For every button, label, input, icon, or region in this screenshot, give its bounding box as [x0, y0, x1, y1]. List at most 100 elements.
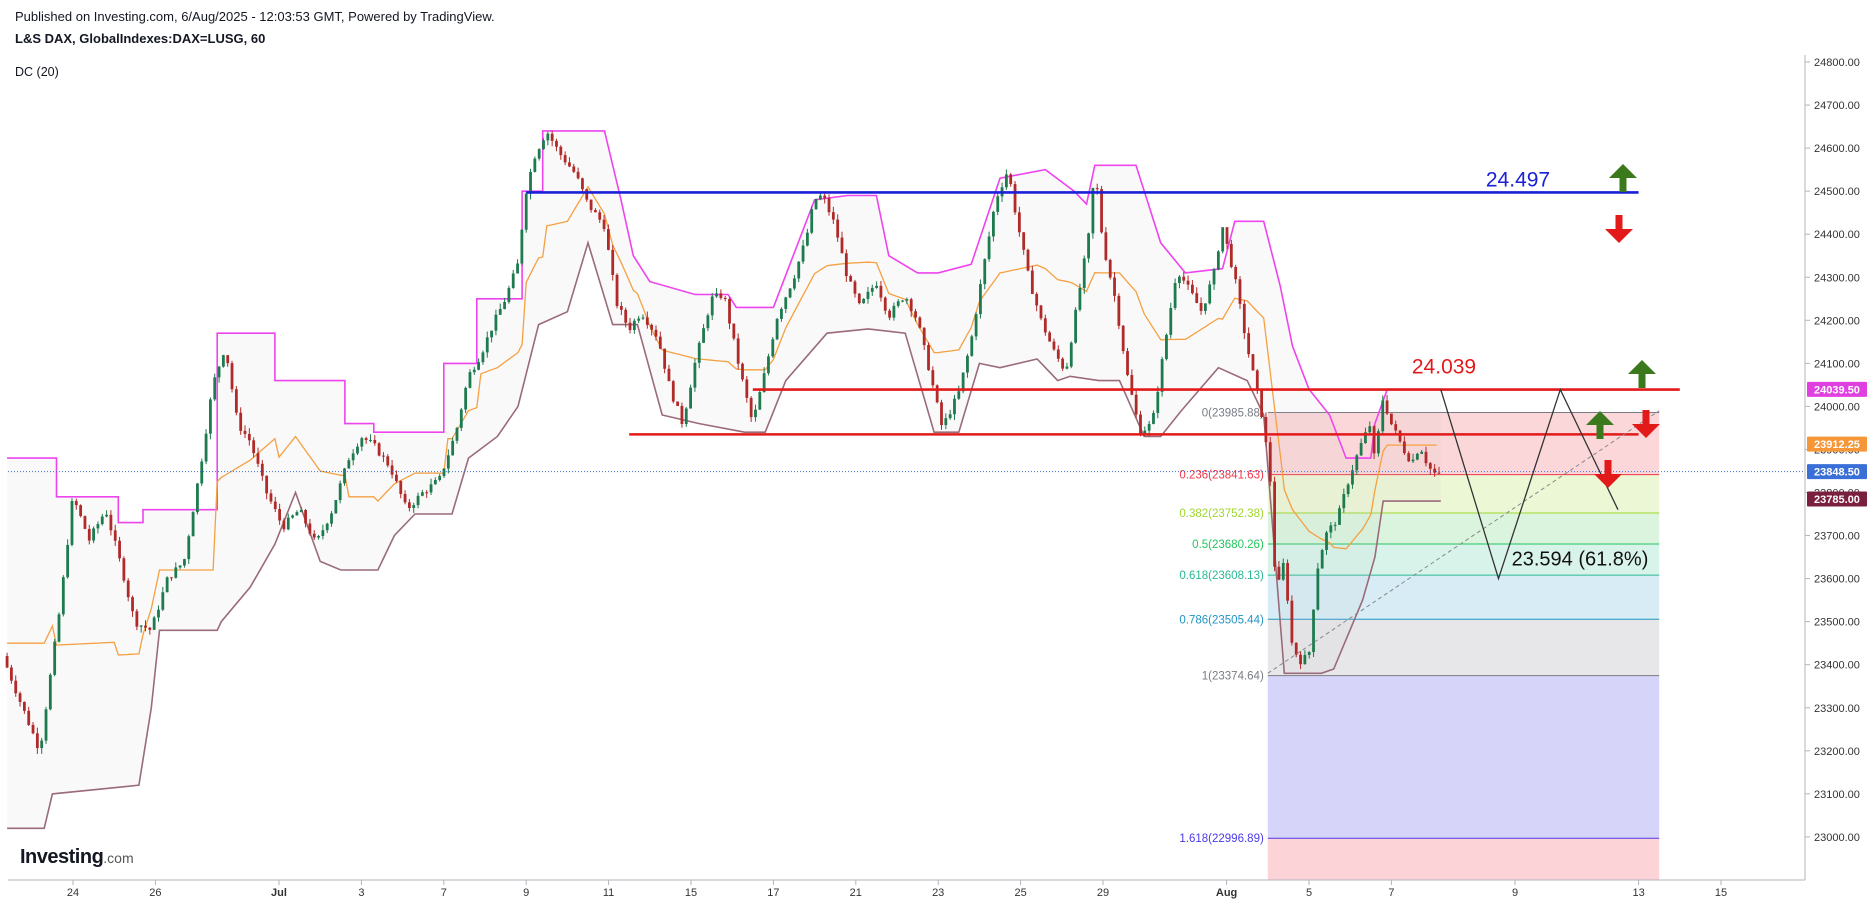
investing-logo[interactable]: Investing.com	[20, 846, 134, 868]
candle-body	[459, 409, 463, 428]
candle-body	[1117, 295, 1121, 326]
candle-body	[1281, 562, 1285, 580]
candle-body	[702, 328, 705, 343]
candle-body	[680, 405, 684, 425]
candle-body	[161, 592, 165, 610]
candle-body	[1013, 184, 1017, 213]
candle-body	[446, 455, 450, 469]
donchian-channel	[7, 130, 1441, 830]
arrow-shaft	[1619, 178, 1627, 192]
drawings[interactable]: 24.497 24.039 23.594 (61.8%)	[1267, 164, 1660, 674]
candle-body	[200, 461, 204, 484]
candle-body	[598, 212, 602, 220]
candle-body	[732, 323, 736, 339]
candle-body	[48, 674, 52, 710]
candle-body	[1126, 351, 1129, 376]
candle-body	[269, 493, 273, 502]
candle-body	[862, 298, 866, 304]
candle-body	[174, 567, 178, 578]
candle-body	[204, 433, 208, 462]
trend-line	[1267, 410, 1660, 674]
candle-body	[157, 609, 160, 618]
candle-body	[585, 189, 589, 200]
candle-body	[689, 387, 692, 409]
candle-body	[1225, 227, 1229, 244]
candle-body	[1156, 391, 1160, 413]
fib-label: 0.236(23841.63)	[1179, 470, 1264, 482]
candle-body	[351, 453, 355, 461]
candle-body	[684, 408, 688, 425]
candle-body	[853, 281, 857, 294]
candle-body	[594, 210, 597, 213]
candle-body	[572, 166, 576, 172]
candle-body	[1221, 227, 1225, 252]
arrow-down-icon	[1632, 410, 1660, 438]
candle-body	[1095, 188, 1099, 190]
candle-body	[234, 389, 238, 413]
candle-body	[654, 329, 658, 337]
time-tick-label: 17	[767, 887, 779, 899]
candle-body	[1381, 400, 1385, 432]
arrow-head	[1609, 164, 1637, 178]
candle-body	[273, 501, 277, 510]
time-tick-label: Jul	[271, 887, 287, 899]
candle-body	[377, 443, 381, 456]
candle-body	[27, 710, 31, 725]
candle-body	[1056, 349, 1060, 359]
candle-body	[1372, 426, 1376, 454]
candle-body	[485, 337, 489, 353]
candle-body	[706, 315, 710, 329]
fib-label: 0.5(23680.26)	[1192, 539, 1264, 551]
candle-body	[927, 345, 930, 371]
price-tick-label: 23000.00	[1814, 832, 1860, 844]
time-tick-label: 3	[358, 887, 364, 899]
candle-body	[343, 468, 346, 484]
candle-body	[745, 379, 749, 398]
candle-body	[1342, 494, 1346, 509]
candle-body	[57, 614, 61, 642]
price-tick-label: 24400.00	[1814, 229, 1860, 241]
fib-label: 1(23374.64)	[1202, 671, 1264, 683]
candle-body	[775, 318, 779, 340]
candle-body	[996, 196, 1000, 212]
candle-body	[1100, 189, 1103, 233]
candle-body	[1377, 431, 1380, 454]
candle-body	[1043, 318, 1047, 333]
candle-body	[347, 460, 351, 469]
candle-body	[325, 523, 329, 531]
horizontal-levels[interactable]	[8, 191, 1805, 473]
time-axis[interactable]: 24 26 Jul 3 7 9 11 15 17 21 23 25 29 Aug 5 7 9 13 15	[8, 879, 1805, 899]
price-tag-bg	[1807, 381, 1867, 397]
candle-body	[468, 372, 472, 388]
candle-body	[122, 558, 126, 581]
candle-body	[1216, 251, 1220, 270]
fib-zone	[1267, 675, 1660, 839]
candle-body	[399, 481, 403, 494]
arrow-shaft	[1615, 215, 1623, 229]
level-label-blue: 24.497	[1486, 168, 1550, 191]
candle-body	[286, 517, 290, 530]
candle-body	[611, 249, 615, 275]
candle-body	[282, 520, 286, 530]
candle-body	[1229, 243, 1233, 267]
candle-body	[619, 306, 623, 310]
candle-body	[1320, 550, 1324, 569]
projection-path	[1440, 387, 1619, 581]
price-tick-label: 24000.00	[1814, 401, 1860, 413]
candle-body	[1108, 259, 1112, 278]
candle-body	[840, 237, 844, 254]
candle-body	[407, 502, 411, 508]
indicator-label[interactable]: DC (20)	[15, 65, 59, 79]
candle-body	[883, 297, 887, 311]
candle-body	[74, 501, 78, 506]
candle-body	[754, 409, 757, 418]
candle-body	[922, 327, 926, 346]
candle-body	[537, 149, 541, 159]
candle-body	[606, 229, 610, 250]
fib-zone	[1267, 513, 1660, 545]
candle-body	[183, 559, 186, 566]
candle-body	[139, 625, 143, 627]
candle-body	[1437, 472, 1441, 474]
candle-body	[693, 362, 697, 388]
